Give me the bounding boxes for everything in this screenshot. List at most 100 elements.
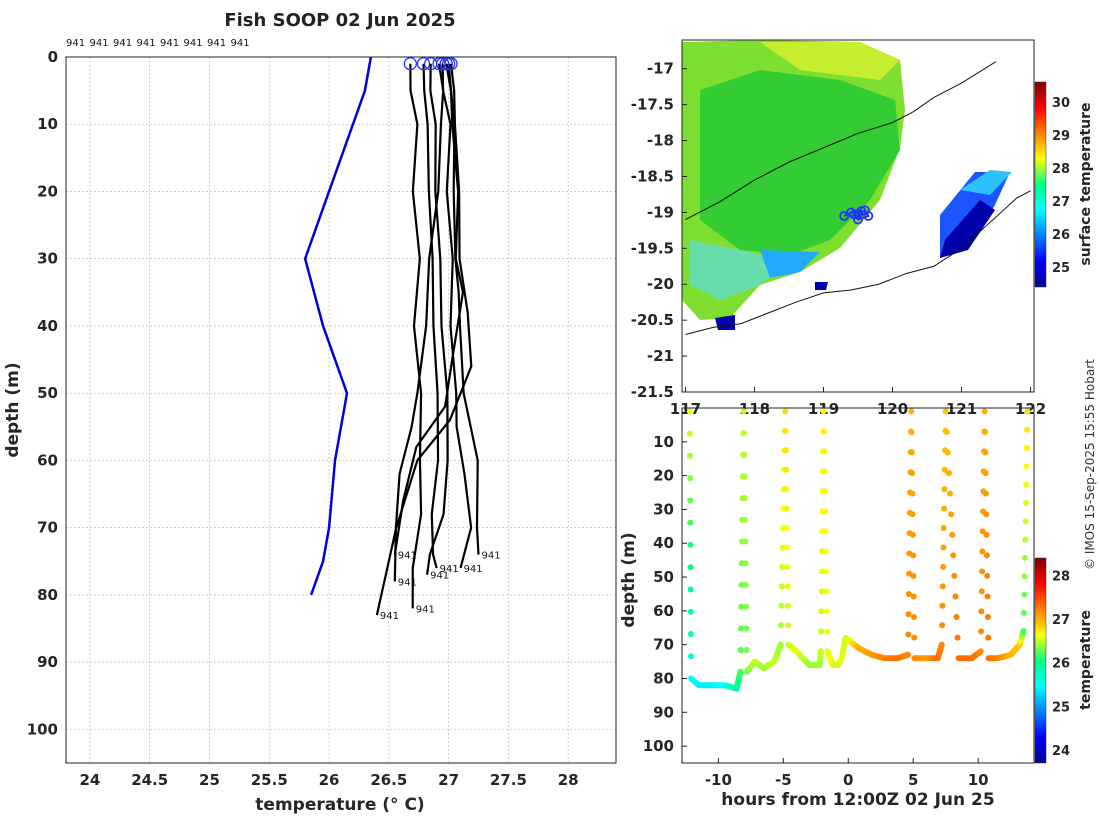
temperature-sample-point — [779, 544, 786, 551]
time-y-tick-label: 40 — [653, 534, 674, 552]
temperature-sample-point — [782, 408, 789, 415]
profile-end-label: 941 — [464, 564, 483, 575]
profile-id-label: 941 — [231, 38, 250, 49]
map-x-tick-label: 117 — [670, 400, 701, 418]
temperature-sample-point — [737, 668, 744, 675]
time-y-tick-label: 60 — [653, 602, 674, 620]
surface-temperature-colorbar-tick-label: 28 — [1052, 162, 1070, 177]
temperature-sample-point — [687, 519, 694, 526]
temperature-sample-point — [939, 622, 946, 629]
temperature-sample-point — [821, 468, 828, 475]
profile-x-tick-label: 27.5 — [490, 771, 527, 789]
time-y-tick-label: 80 — [653, 669, 674, 687]
profile-x-tick-label: 25.5 — [251, 771, 288, 789]
temperature-sample-point — [1021, 554, 1028, 561]
temperature-sample-point — [905, 651, 912, 658]
temperature-sample-point — [687, 541, 694, 548]
temperature-sample-point — [984, 572, 991, 579]
profile-location-marker — [856, 206, 867, 216]
temperature-sample-point — [954, 634, 961, 641]
temperature-sample-point — [978, 588, 985, 595]
temperature-sample-point — [779, 563, 786, 570]
map-y-tick-label: -21.5 — [631, 383, 674, 401]
temperature-sample-point — [953, 614, 960, 621]
temperature-sample-point — [908, 428, 915, 435]
profile-end-label: 941 — [482, 551, 501, 562]
profile-end-label: 941 — [380, 611, 399, 622]
time-depth-x-axis-label: hours from 12:00Z 02 Jun 25 — [721, 790, 994, 810]
temperature-sample-point — [818, 628, 825, 635]
time-y-tick-label: 50 — [653, 568, 674, 586]
temperature-sample-point — [784, 583, 791, 590]
profile-y-tick-label: 90 — [37, 653, 58, 671]
time-depth-axes-frame — [681, 407, 1035, 764]
profile-x-tick-label: 28 — [558, 771, 579, 789]
temperature-sample-point — [741, 451, 748, 458]
time-x-tick-label: 5 — [908, 771, 918, 789]
coastline — [685, 190, 1031, 336]
profile-id-label: 941 — [137, 38, 156, 49]
time-x-tick-label: -10 — [705, 771, 732, 789]
profile-y-tick-label: 60 — [37, 451, 58, 469]
temperature-sample-point — [910, 593, 917, 600]
profile-id-label: 941 — [207, 38, 226, 49]
temperature-sample-point — [818, 608, 825, 615]
temperature-sample-point — [941, 486, 948, 493]
map-y-tick-label: -20 — [647, 275, 674, 293]
temperature-colorbar-tick-label: 24 — [1052, 744, 1070, 759]
temperature-sample-point — [909, 531, 916, 538]
temperature-colorbar-tick-label: 28 — [1052, 569, 1070, 584]
temperature-sample-point — [784, 544, 791, 551]
surface-temperature-colorbar — [1034, 81, 1047, 288]
temperature-sample-point — [1021, 591, 1028, 598]
isobath-line — [685, 61, 997, 221]
surface-temperature-colorbar-tick-label: 29 — [1052, 129, 1070, 144]
time-y-tick-label: 20 — [653, 467, 674, 485]
temperature-colorbar-tick-label: 26 — [1052, 657, 1070, 672]
map-y-tick-label: -19.5 — [631, 239, 674, 257]
profile-x-tick-label: 26 — [319, 771, 340, 789]
temperature-sample-point — [979, 568, 986, 575]
profile-end-label: 941 — [440, 564, 459, 575]
temperature-sample-point — [738, 603, 745, 610]
temperature-profile-line — [441, 63, 473, 569]
profile-y-tick-label: 40 — [37, 317, 58, 335]
temperature-sample-point — [778, 602, 785, 609]
map-x-tick-label: 122 — [1015, 400, 1046, 418]
temperature-sample-point — [905, 590, 912, 597]
profile-axes-frame — [65, 56, 617, 764]
temperature-colorbar — [1034, 557, 1047, 764]
temperature-sample-point — [743, 603, 750, 610]
temperature-sample-point — [785, 622, 792, 629]
profile-id-label: 941 — [66, 38, 85, 49]
temperature-sample-point — [908, 408, 915, 415]
profile-y-tick-label: 100 — [27, 720, 58, 738]
map-y-tick-label: -20.5 — [631, 311, 674, 329]
temperature-sample-point — [939, 583, 946, 590]
temperature-sample-point — [777, 641, 784, 648]
profile-start-marker — [416, 57, 431, 71]
temperature-sample-point — [939, 602, 946, 609]
temperature-sample-point — [687, 653, 694, 660]
temperature-sample-point — [984, 614, 991, 621]
temperature-sample-point — [743, 647, 750, 654]
temperature-sample-point — [1020, 628, 1027, 635]
map-y-tick-label: -21 — [647, 347, 674, 365]
temperature-sample-point — [743, 625, 750, 632]
temperature-sample-point — [1020, 609, 1027, 616]
temperature-sample-point — [941, 505, 948, 512]
temperature-sample-point — [911, 634, 918, 641]
map-x-tick-label: 121 — [946, 400, 977, 418]
temperature-sample-point — [948, 511, 955, 518]
profile-x-axis-label: temperature (° C) — [255, 795, 424, 815]
map-y-tick-label: -17.5 — [631, 96, 674, 114]
temperature-sample-point — [821, 488, 828, 495]
temperature-sample-point — [940, 544, 947, 551]
time-depth-tick-labels: -10 -5 0 5 10 10 20 30 40 50 60 70 80 90 100 — [643, 433, 989, 789]
temperature-sample-point — [978, 608, 985, 615]
temperature-sample-point — [823, 588, 830, 595]
profile-end-label: 941 — [398, 551, 417, 562]
temperature-sample-point — [977, 648, 984, 655]
temperature-sample-point — [738, 581, 745, 588]
